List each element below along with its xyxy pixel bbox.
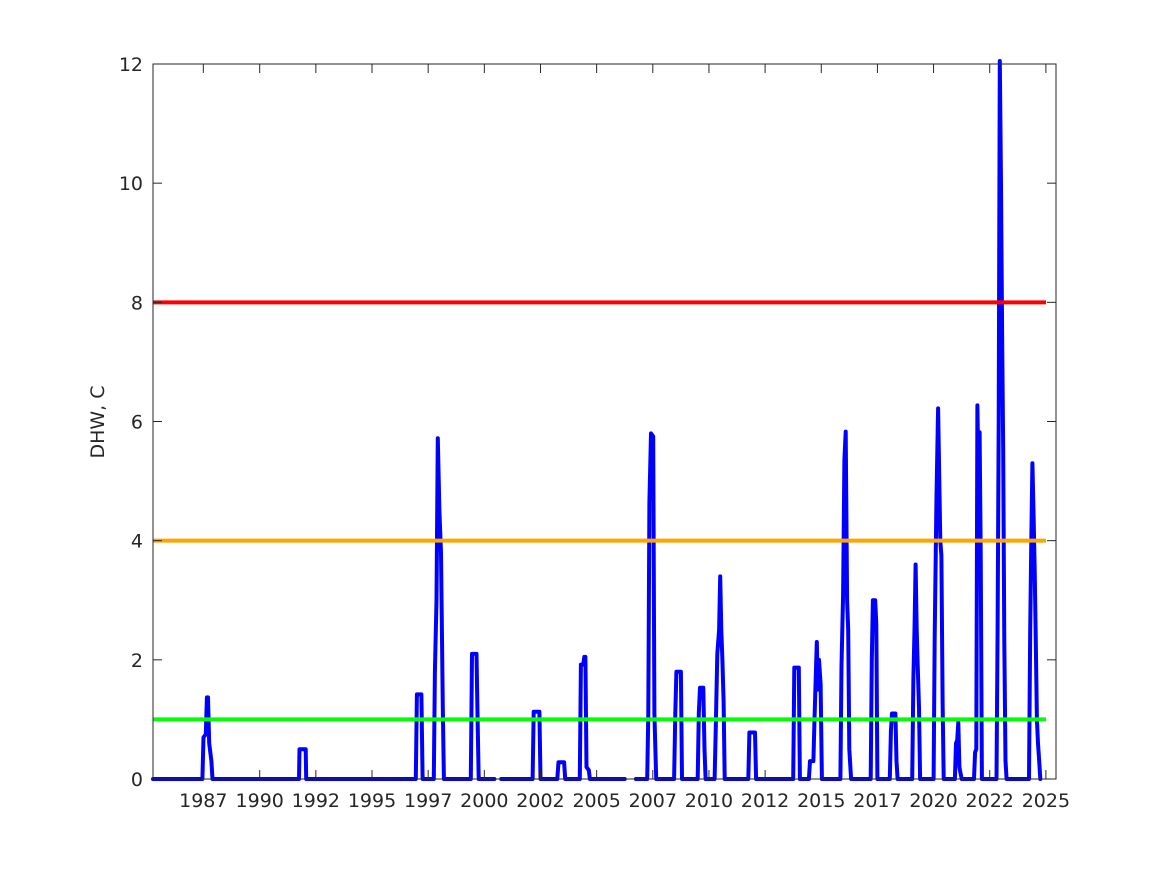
threshold-layer [153, 300, 1046, 722]
x-tick-label: 2012 [741, 790, 789, 812]
x-tick-label: 1990 [236, 790, 284, 812]
x-tick-layer: 1987 1990 1992 1995 1997 2000 2002 2005 2007 2010… [179, 64, 1070, 812]
y-tick-label: 12 [119, 54, 143, 76]
y-axis-label: DHW, C [87, 385, 109, 458]
series-line-segment-3 [633, 59, 1043, 781]
x-tick-label: 1995 [348, 790, 396, 812]
y-tick-label: 6 [131, 412, 143, 434]
y-tick-label: 0 [131, 769, 143, 791]
x-tick-label: 2020 [909, 790, 957, 812]
y-tick-label: 2 [131, 650, 143, 672]
x-tick-label: 2000 [460, 790, 508, 812]
x-tick-label: 2015 [797, 790, 845, 812]
x-tick-label: 1987 [179, 790, 227, 812]
y-tick-layer: 0 2 4 6 8 10 12 [119, 54, 1056, 791]
x-tick-label: 2007 [629, 790, 677, 812]
x-tick-label: 1997 [404, 790, 452, 812]
x-tick-label: 2002 [516, 790, 564, 812]
x-tick-label: 2022 [966, 790, 1014, 812]
x-tick-label: 1992 [292, 790, 340, 812]
y-tick-label: 10 [119, 173, 143, 195]
x-tick-label: 2025 [1022, 790, 1070, 812]
y-tick-label: 8 [131, 292, 143, 314]
x-tick-label: 2017 [853, 790, 901, 812]
x-tick-label: 2010 [685, 790, 733, 812]
x-tick-label: 2005 [572, 790, 620, 812]
y-tick-label: 4 [131, 531, 143, 553]
